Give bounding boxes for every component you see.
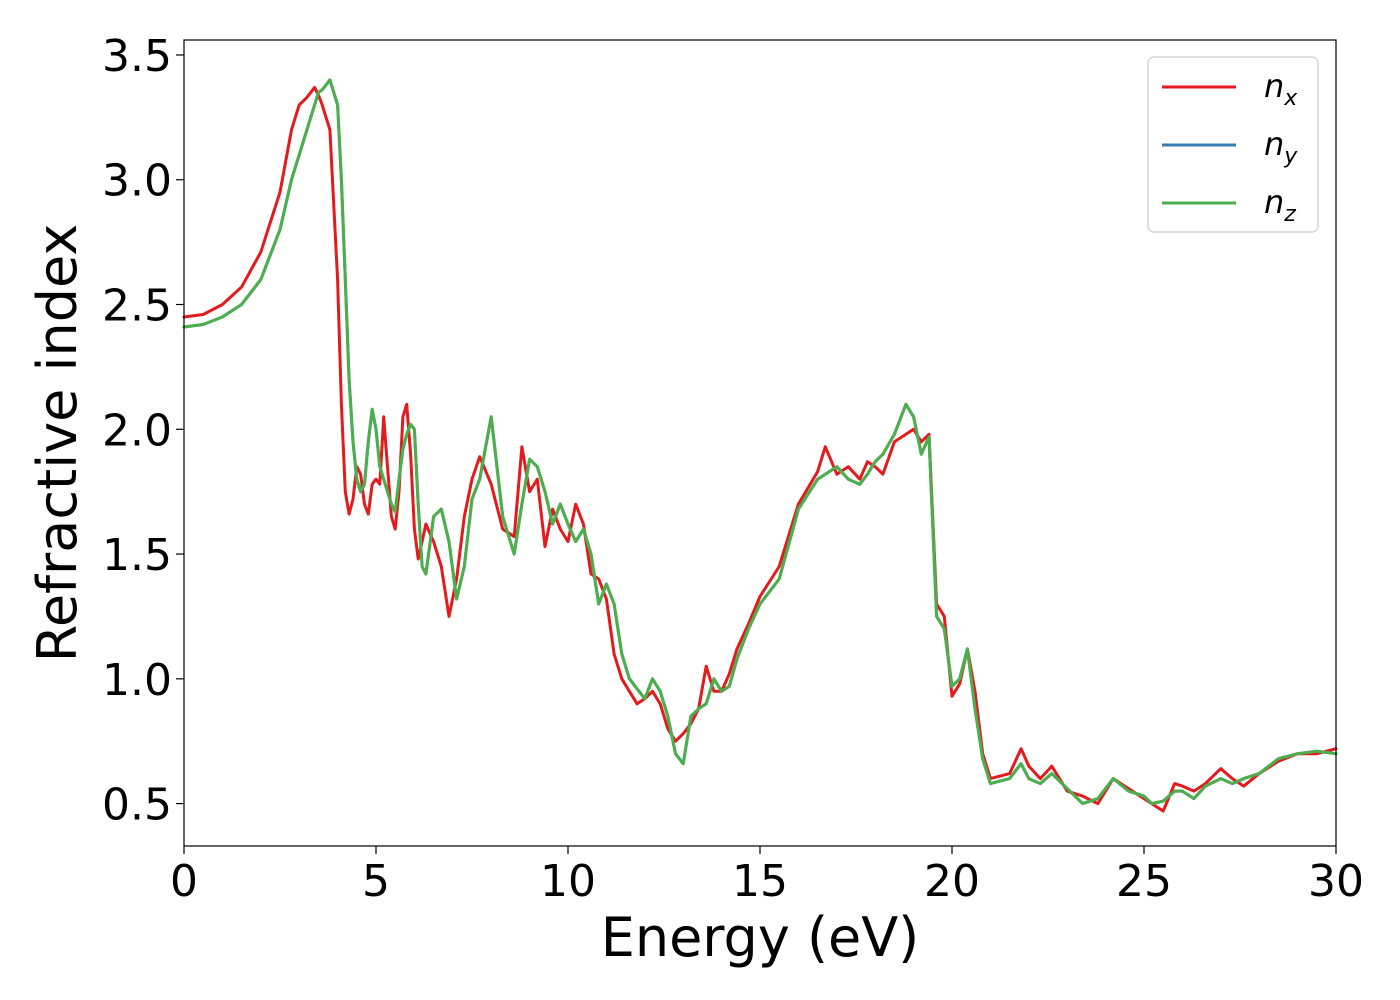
x-axis-ticks: 0 5 10 15 20 25 30	[170, 846, 1364, 907]
series-line-n-x	[182, 85, 1338, 813]
x-tick-label: 0	[170, 856, 198, 907]
x-tick-label: 30	[1308, 856, 1364, 907]
legend-subscript-x: x	[1283, 86, 1298, 111]
series-line-n-z	[182, 78, 1338, 806]
y-tick-label: 2.0	[102, 405, 172, 456]
y-tick-label: 3.5	[102, 31, 172, 82]
x-tick-label: 15	[732, 856, 788, 907]
y-tick-label: 1.5	[102, 530, 172, 581]
y-axis-ticks: 0.5 1.0 1.5 2.0 2.5 3.0 3.5	[102, 31, 184, 831]
legend-subscript-z: z	[1283, 202, 1296, 227]
x-tick-label: 20	[924, 856, 980, 907]
legend-subscript-y: y	[1283, 144, 1298, 169]
y-tick-label: 2.5	[102, 281, 172, 332]
y-tick-label: 0.5	[102, 780, 172, 831]
y-tick-label: 1.0	[102, 655, 172, 706]
x-tick-label: 10	[540, 856, 596, 907]
x-tick-label: 25	[1116, 856, 1172, 907]
x-tick-label: 5	[362, 856, 390, 907]
series-layer	[182, 78, 1338, 813]
y-axis-label: Refractive index	[26, 224, 89, 663]
x-axis-label: Energy (eV)	[601, 906, 920, 969]
y-tick-label: 3.0	[102, 156, 172, 207]
